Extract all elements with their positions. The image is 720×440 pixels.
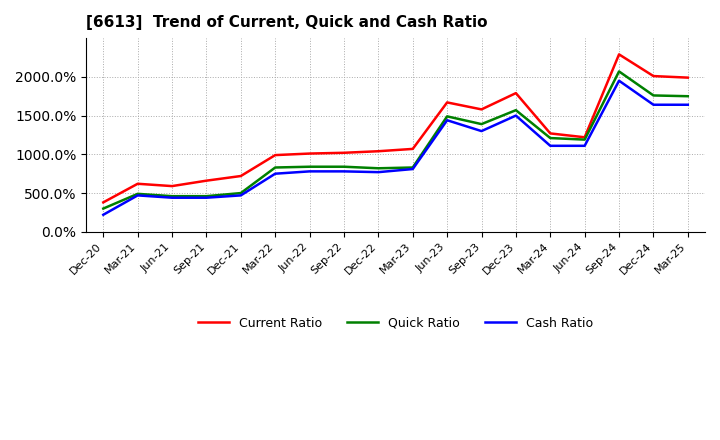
Cash Ratio [546, 143, 554, 148]
Current Ratio [512, 91, 521, 96]
Cash Ratio [683, 102, 692, 107]
Current Ratio [649, 73, 658, 79]
Current Ratio [99, 200, 107, 205]
Quick Ratio [202, 194, 211, 199]
Cash Ratio [305, 169, 314, 174]
Current Ratio [683, 75, 692, 80]
Quick Ratio [133, 191, 142, 197]
Current Ratio [580, 135, 589, 140]
Line: Quick Ratio: Quick Ratio [103, 71, 688, 209]
Quick Ratio [408, 165, 417, 170]
Cash Ratio [168, 195, 176, 200]
Current Ratio [546, 131, 554, 136]
Cash Ratio [340, 169, 348, 174]
Cash Ratio [615, 78, 624, 83]
Current Ratio [236, 173, 245, 179]
Quick Ratio [546, 136, 554, 141]
Cash Ratio [443, 117, 451, 123]
Cash Ratio [512, 113, 521, 118]
Cash Ratio [408, 166, 417, 172]
Legend: Current Ratio, Quick Ratio, Cash Ratio: Current Ratio, Quick Ratio, Cash Ratio [193, 312, 598, 335]
Quick Ratio [374, 165, 382, 171]
Cash Ratio [649, 102, 658, 107]
Cash Ratio [374, 169, 382, 175]
Quick Ratio [168, 194, 176, 199]
Text: [6613]  Trend of Current, Quick and Cash Ratio: [6613] Trend of Current, Quick and Cash … [86, 15, 487, 30]
Cash Ratio [202, 195, 211, 200]
Quick Ratio [340, 164, 348, 169]
Quick Ratio [615, 69, 624, 74]
Cash Ratio [99, 212, 107, 217]
Current Ratio [340, 150, 348, 155]
Cash Ratio [477, 128, 486, 134]
Quick Ratio [580, 137, 589, 142]
Current Ratio [305, 151, 314, 156]
Current Ratio [408, 146, 417, 151]
Quick Ratio [512, 107, 521, 113]
Current Ratio [202, 178, 211, 183]
Current Ratio [443, 100, 451, 105]
Quick Ratio [271, 165, 279, 170]
Quick Ratio [99, 206, 107, 211]
Current Ratio [477, 107, 486, 112]
Cash Ratio [236, 193, 245, 198]
Quick Ratio [236, 191, 245, 196]
Quick Ratio [683, 94, 692, 99]
Line: Cash Ratio: Cash Ratio [103, 81, 688, 215]
Current Ratio [374, 149, 382, 154]
Current Ratio [271, 153, 279, 158]
Cash Ratio [133, 193, 142, 198]
Quick Ratio [305, 164, 314, 169]
Current Ratio [615, 52, 624, 57]
Quick Ratio [649, 93, 658, 98]
Cash Ratio [271, 171, 279, 176]
Current Ratio [168, 183, 176, 189]
Cash Ratio [580, 143, 589, 148]
Quick Ratio [443, 114, 451, 119]
Line: Current Ratio: Current Ratio [103, 55, 688, 202]
Current Ratio [133, 181, 142, 187]
Quick Ratio [477, 121, 486, 127]
